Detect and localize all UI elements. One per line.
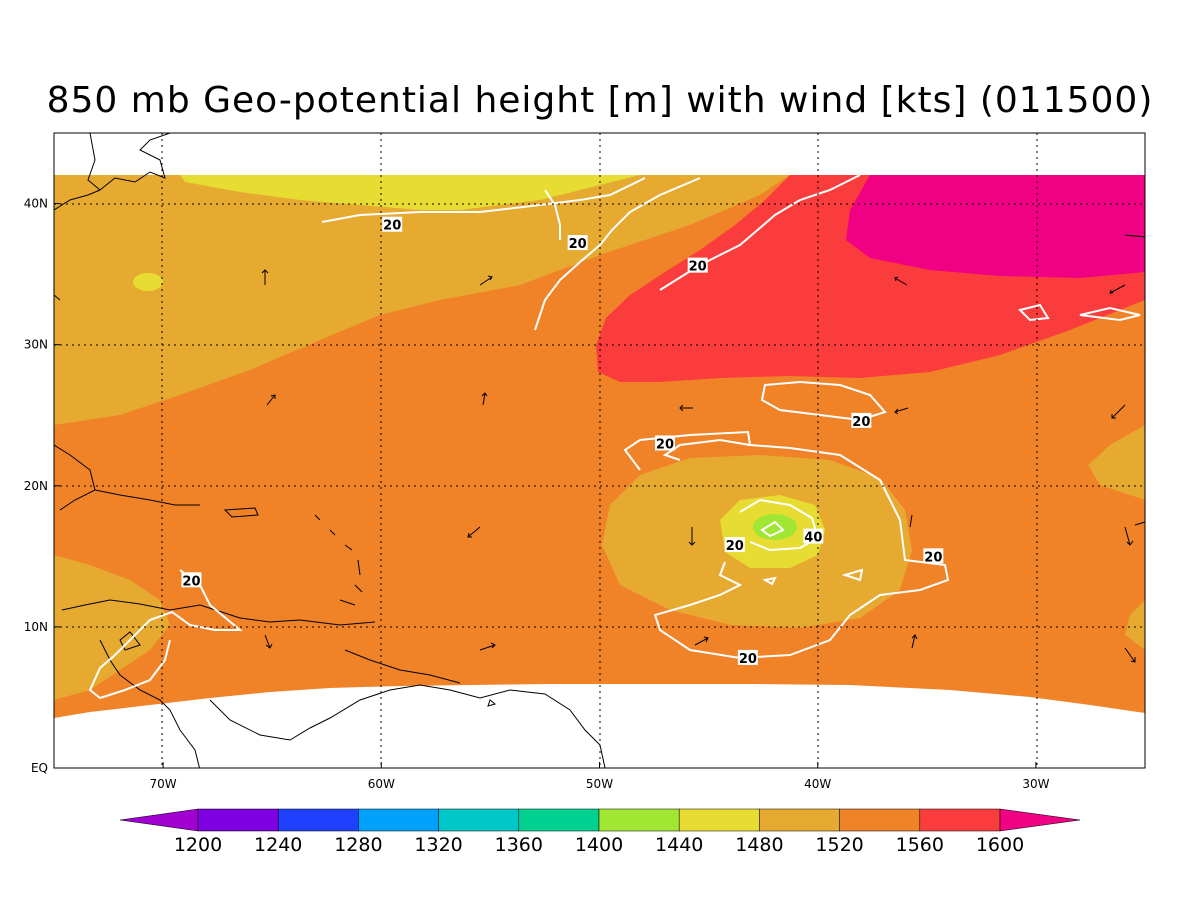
svg-text:20: 20 <box>569 237 587 252</box>
colorbar-label: 1600 <box>976 834 1024 856</box>
colorbar-swatch <box>678 808 760 832</box>
svg-text:20: 20 <box>739 652 757 667</box>
contour-label: 40 <box>803 528 824 546</box>
colorbar-label: 1280 <box>334 834 382 856</box>
x-tick-label: 50W <box>586 777 613 791</box>
colorbar-swatch <box>277 808 359 832</box>
contour-label: 20 <box>851 412 872 430</box>
coastlines <box>54 133 606 768</box>
contour-label: 20 <box>923 548 944 565</box>
wind-contours <box>88 174 1141 700</box>
y-tick-label: 10N <box>24 620 48 634</box>
svg-text:20: 20 <box>689 260 707 275</box>
x-tick-label: 60W <box>368 777 395 791</box>
colorbar-label: 1520 <box>815 834 863 856</box>
y-tick-label: 40N <box>24 197 48 211</box>
fill-1480-spot <box>133 273 163 291</box>
contour-label: 20 <box>382 216 403 234</box>
contour-label: 20 <box>687 257 708 275</box>
colorbar-swatch <box>358 808 439 832</box>
colorbar-label: 1400 <box>575 834 623 856</box>
svg-text:40: 40 <box>804 531 822 546</box>
x-tick-label: 40W <box>804 777 831 791</box>
svg-text:20: 20 <box>924 550 942 565</box>
x-tick-label: 30W <box>1022 777 1049 791</box>
contour-label: 20 <box>567 235 588 252</box>
colorbar-swatch <box>919 808 1001 832</box>
axis-ticks: 70W 60W 50W 40W 30W 40N 30N 20N 10N EQ <box>24 197 1050 791</box>
contour-label: 20 <box>1146 313 1166 330</box>
colorbar-label: 1320 <box>414 834 462 856</box>
contour-label: 20 <box>737 649 758 667</box>
svg-text:20: 20 <box>383 219 401 234</box>
svg-text:20: 20 <box>726 539 744 554</box>
no-data-region <box>54 684 1145 768</box>
colorbar-swatch <box>598 808 680 832</box>
colorbar-swatch <box>518 808 600 832</box>
fill-band-1520-east-lobe-2 <box>1125 600 1145 650</box>
contour-labels: 20 20 20 20 20 20 40 20 20 20 20 <box>181 216 1166 667</box>
fill-band-1520-west <box>54 555 170 700</box>
colorbar-extend-low <box>119 808 199 832</box>
colorbar-swatch <box>759 808 840 832</box>
svg-text:20: 20 <box>656 437 674 452</box>
svg-text:20: 20 <box>852 415 870 430</box>
colorbar-swatch <box>197 808 279 832</box>
contour-label: 20 <box>654 435 675 452</box>
colorbar-swatch <box>839 808 921 832</box>
chart-title: 850 mb Geo-potential height [m] with win… <box>46 80 1154 121</box>
contour-label: 20 <box>724 537 745 554</box>
fill-band-1440-core <box>753 514 797 540</box>
colorbar-label: 1440 <box>655 834 703 856</box>
gridlines <box>54 133 1145 768</box>
colorbar-label: 1480 <box>735 834 783 856</box>
colorbar: 1200 1240 1280 1320 1360 1400 1440 1480 1520 1560… <box>119 808 1081 856</box>
wind-vectors <box>54 234 1145 663</box>
colorbar-label: 1360 <box>495 834 543 856</box>
svg-text:20: 20 <box>182 574 200 589</box>
contour-label: 20 <box>181 572 202 589</box>
colorbar-extend-high <box>999 808 1081 832</box>
y-tick-label: 30N <box>24 338 48 352</box>
svg-text:20: 20 <box>1147 315 1165 330</box>
fill-band-1520-east-lobe <box>1088 425 1145 500</box>
colorbar-label: 1240 <box>254 834 302 856</box>
y-tick-label: 20N <box>24 479 48 493</box>
colorbar-label: 1560 <box>896 834 944 856</box>
x-tick-label: 70W <box>150 777 177 791</box>
y-tick-label: EQ <box>31 761 48 775</box>
colorbar-label: 1200 <box>174 834 222 856</box>
fill-band-1600-core <box>846 175 1145 278</box>
colorbar-swatch <box>438 808 520 832</box>
fill-band-1480-north <box>180 175 640 210</box>
